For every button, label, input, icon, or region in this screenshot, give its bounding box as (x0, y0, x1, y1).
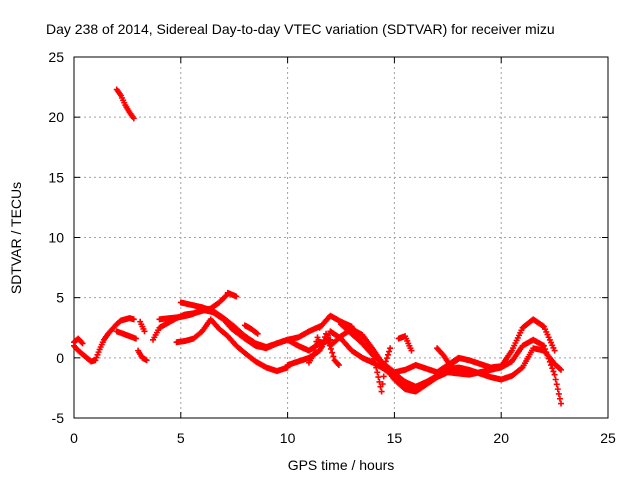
data-point (233, 293, 240, 300)
data-point (558, 366, 565, 373)
data-point (143, 357, 150, 364)
data-point (383, 355, 390, 362)
series-segment-20 (241, 322, 261, 337)
x-tick-label: 5 (177, 430, 185, 446)
series-segment-17 (395, 333, 415, 354)
data-point (130, 115, 137, 122)
y-axis-label: SDTVAR / TECUs (8, 182, 24, 294)
data-point (378, 388, 385, 395)
y-tick-label: 15 (48, 169, 64, 185)
data-point (543, 349, 550, 356)
data-point (381, 365, 388, 372)
data-point (546, 358, 553, 365)
data-point (312, 342, 319, 349)
series-segment-1 (113, 86, 137, 122)
data-point (556, 365, 563, 372)
x-tick-label: 0 (70, 430, 78, 446)
data-points (71, 86, 565, 407)
x-tick-label: 10 (280, 430, 296, 446)
data-point (540, 342, 547, 349)
data-point (130, 316, 137, 323)
y-tick-label: 10 (48, 230, 64, 246)
data-point (387, 345, 394, 352)
data-point (518, 365, 525, 372)
x-tick-label: 20 (493, 430, 509, 446)
series-segment-9 (177, 299, 323, 351)
series-segment-18 (434, 345, 462, 369)
data-point (311, 347, 318, 354)
data-point (335, 362, 342, 369)
data-point (382, 358, 389, 365)
y-tick-label: 5 (56, 290, 64, 306)
data-point (556, 395, 563, 402)
data-point (545, 355, 552, 362)
series-segment-15 (305, 330, 342, 369)
data-point (330, 353, 337, 360)
data-point (551, 371, 558, 378)
data-point (379, 381, 386, 388)
y-ticks: -5 0 5 10 15 20 25 (48, 49, 608, 426)
grid (74, 57, 608, 418)
data-point (544, 352, 551, 359)
data-point (542, 346, 549, 353)
data-point (370, 351, 377, 358)
series-segment-14 (338, 316, 558, 376)
data-point (558, 400, 565, 407)
data-point (552, 376, 559, 383)
data-point (141, 328, 148, 335)
data-point (549, 365, 556, 372)
data-point (132, 335, 139, 342)
data-point (380, 373, 387, 380)
data-point (329, 349, 336, 356)
data-point (254, 330, 261, 337)
y-tick-label: 25 (48, 49, 64, 65)
data-point (539, 322, 546, 329)
data-point (320, 337, 327, 344)
series-segment-19 (224, 289, 240, 300)
data-point (327, 345, 334, 352)
data-point (550, 368, 557, 375)
series-segment-2 (71, 315, 137, 365)
data-point (408, 347, 415, 354)
data-point (548, 362, 555, 369)
x-tick-label: 25 (600, 430, 616, 446)
series-segment-4 (113, 328, 139, 342)
series-segment-5 (137, 318, 148, 335)
data-point (325, 338, 332, 345)
data-point (384, 351, 391, 358)
series-segment-16 (370, 345, 394, 395)
series-segment-6 (135, 347, 150, 364)
series-segment-3 (71, 335, 86, 347)
chart-title: Day 238 of 2014, Sidereal Day-to-day VTE… (46, 21, 555, 37)
data-point (554, 386, 561, 393)
data-point (555, 390, 562, 397)
data-point (310, 351, 317, 358)
data-point (551, 347, 558, 354)
y-tick-label: 0 (56, 350, 64, 366)
data-point (326, 342, 333, 349)
data-point (79, 340, 86, 347)
data-point (372, 360, 379, 367)
y-tick-label: 20 (48, 109, 64, 125)
data-point (324, 334, 331, 341)
data-point (318, 344, 325, 351)
data-point (375, 374, 382, 381)
data-point (371, 355, 378, 362)
data-point (455, 356, 462, 363)
y-tick-label: -5 (52, 410, 65, 426)
data-point (319, 340, 326, 347)
data-point (386, 348, 393, 355)
x-ticks: 0 5 10 15 20 25 (70, 57, 616, 446)
data-point (323, 330, 330, 337)
data-point (376, 378, 383, 385)
data-point (374, 369, 381, 376)
x-axis-label: GPS time / hours (288, 457, 395, 473)
x-tick-label: 15 (387, 430, 403, 446)
data-point (373, 364, 380, 371)
data-point (553, 381, 560, 388)
